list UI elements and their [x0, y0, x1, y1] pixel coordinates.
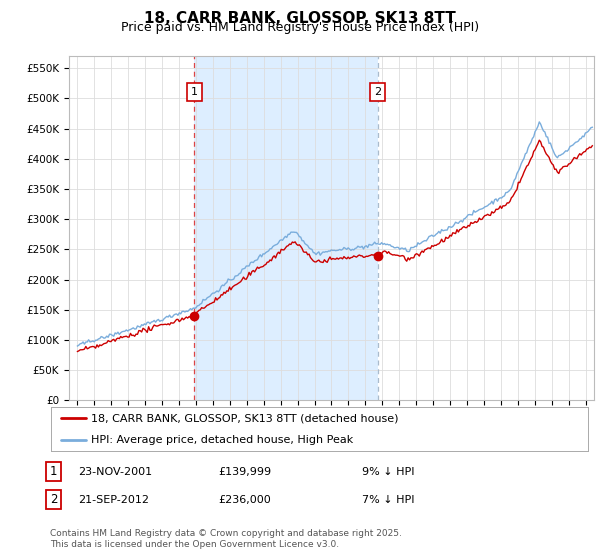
Text: £139,999: £139,999 [218, 466, 271, 477]
Text: 1: 1 [191, 87, 198, 97]
Text: 2: 2 [374, 87, 381, 97]
Text: 7% ↓ HPI: 7% ↓ HPI [362, 494, 415, 505]
Text: £236,000: £236,000 [218, 494, 271, 505]
Text: 18, CARR BANK, GLOSSOP, SK13 8TT (detached house): 18, CARR BANK, GLOSSOP, SK13 8TT (detach… [91, 413, 399, 423]
Bar [194, 56, 377, 400]
Text: 23-NOV-2001: 23-NOV-2001 [79, 466, 153, 477]
Text: 21-SEP-2012: 21-SEP-2012 [79, 494, 149, 505]
Text: HPI: Average price, detached house, High Peak: HPI: Average price, detached house, High… [91, 435, 353, 445]
Text: 2: 2 [50, 493, 58, 506]
Text: Contains HM Land Registry data © Crown copyright and database right 2025.
This d: Contains HM Land Registry data © Crown c… [50, 529, 401, 549]
Text: Price paid vs. HM Land Registry's House Price Index (HPI): Price paid vs. HM Land Registry's House … [121, 21, 479, 34]
Text: 9% ↓ HPI: 9% ↓ HPI [362, 466, 415, 477]
Text: 18, CARR BANK, GLOSSOP, SK13 8TT: 18, CARR BANK, GLOSSOP, SK13 8TT [144, 11, 456, 26]
Text: 1: 1 [50, 465, 58, 478]
